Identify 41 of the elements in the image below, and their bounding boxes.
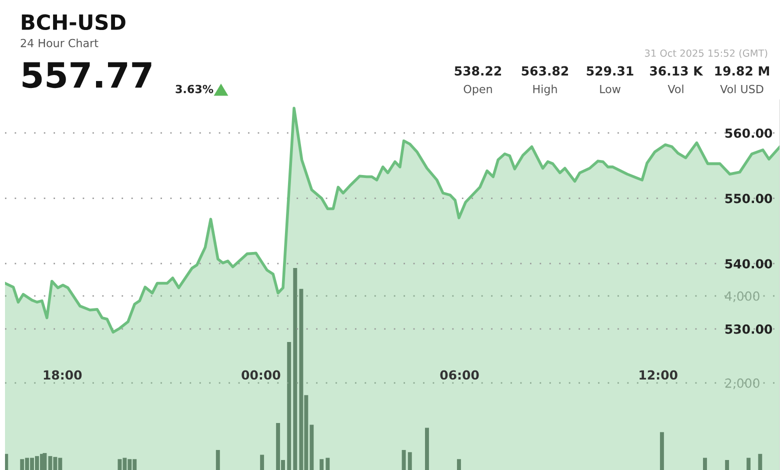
text: 31 Oct 2025 15:52 (GMT) xyxy=(644,49,768,58)
y-tick-label: 540.00 xyxy=(725,259,772,269)
bar xyxy=(5,454,8,470)
text: Vol USD xyxy=(720,84,764,94)
bar xyxy=(725,460,730,470)
bar xyxy=(402,450,406,470)
bar xyxy=(326,458,330,470)
bar xyxy=(320,459,324,470)
text: Vol xyxy=(668,84,684,94)
text: 557.77 xyxy=(22,62,152,88)
y-tick-label: 560.00 xyxy=(725,128,772,138)
bar xyxy=(216,450,220,470)
text: 19.82 M xyxy=(715,66,770,76)
text: 529.31 xyxy=(586,66,634,76)
y-tick-label: 550.00 xyxy=(725,194,772,204)
bar xyxy=(424,428,429,470)
bar xyxy=(456,459,461,470)
bar xyxy=(260,454,264,470)
text: Open xyxy=(464,84,492,96)
y-tick-label: 530.00 xyxy=(725,324,772,334)
x-tick-label: 00:00 xyxy=(242,370,280,380)
text: High xyxy=(533,84,557,96)
text: 36.13 K xyxy=(650,66,704,76)
bar xyxy=(660,432,664,470)
x-tick-label: 12:00 xyxy=(640,370,678,380)
bar xyxy=(287,342,292,470)
bar xyxy=(746,458,751,470)
x-tick-label: 18:00 xyxy=(44,370,82,380)
chart-subtitle: 24 Hour Chart xyxy=(20,38,98,48)
text: Low xyxy=(600,84,620,94)
bar xyxy=(408,452,412,470)
bar xyxy=(758,454,762,470)
text: 538.22 xyxy=(454,66,502,76)
x-tick-label: 06:00 xyxy=(440,370,479,380)
bar xyxy=(293,268,298,470)
bar xyxy=(702,458,707,470)
y2-tick-label: 4,000 xyxy=(725,291,760,302)
chart-title: BCH-USD xyxy=(22,14,126,30)
text: 3.63% xyxy=(176,84,214,94)
text: 563.82 xyxy=(522,66,568,76)
y2-tick-label: 2,000 xyxy=(725,378,760,390)
